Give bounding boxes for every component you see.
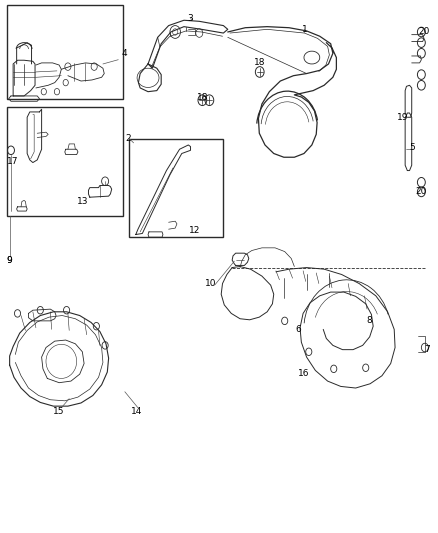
Bar — [129, 139, 223, 237]
Text: 20: 20 — [416, 188, 427, 196]
Text: 10: 10 — [205, 279, 217, 288]
Text: 1: 1 — [301, 25, 307, 34]
Text: 4: 4 — [121, 49, 127, 58]
Text: 6: 6 — [295, 325, 301, 334]
Text: 16: 16 — [298, 369, 309, 377]
Text: 17: 17 — [7, 157, 18, 166]
Text: 20: 20 — [418, 28, 430, 36]
Text: 13: 13 — [77, 197, 88, 206]
Text: 7: 7 — [424, 345, 430, 353]
Text: 8: 8 — [366, 317, 372, 325]
Text: 19: 19 — [397, 113, 409, 122]
Text: 15: 15 — [53, 407, 64, 416]
Bar — [7, 5, 123, 99]
Text: 9: 9 — [7, 256, 13, 264]
Text: 5: 5 — [410, 143, 416, 152]
Bar — [7, 107, 123, 216]
Text: 12: 12 — [189, 226, 201, 235]
Text: 14: 14 — [131, 407, 143, 416]
Text: 9: 9 — [7, 256, 13, 264]
Text: 18: 18 — [197, 93, 208, 101]
Text: 2: 2 — [126, 134, 131, 143]
Text: 18: 18 — [254, 59, 265, 67]
Text: 3: 3 — [187, 14, 194, 23]
